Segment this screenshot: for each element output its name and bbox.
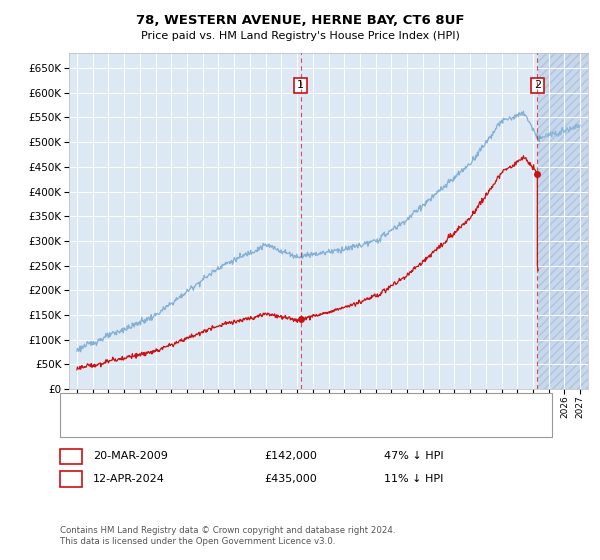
Text: £142,000: £142,000	[264, 451, 317, 461]
Text: 12-APR-2024: 12-APR-2024	[93, 474, 165, 484]
Text: 20-MAR-2009: 20-MAR-2009	[93, 451, 168, 461]
Text: Contains HM Land Registry data © Crown copyright and database right 2024.
This d: Contains HM Land Registry data © Crown c…	[60, 526, 395, 546]
Text: 2: 2	[68, 474, 74, 484]
Text: HPI: Average price, detached house, Canterbury: HPI: Average price, detached house, Cant…	[111, 419, 352, 430]
Text: 47% ↓ HPI: 47% ↓ HPI	[384, 451, 443, 461]
Bar	[538, 53, 588, 389]
Point	[296, 315, 305, 324]
Text: 11% ↓ HPI: 11% ↓ HPI	[384, 474, 443, 484]
Text: £435,000: £435,000	[264, 474, 317, 484]
Text: 2: 2	[534, 80, 541, 90]
Text: Price paid vs. HM Land Registry's House Price Index (HPI): Price paid vs. HM Land Registry's House …	[140, 31, 460, 41]
Text: 78, WESTERN AVENUE, HERNE BAY, CT6 8UF (detached house): 78, WESTERN AVENUE, HERNE BAY, CT6 8UF (…	[111, 400, 424, 410]
Point	[533, 170, 542, 179]
Text: 1: 1	[68, 451, 74, 461]
Text: 78, WESTERN AVENUE, HERNE BAY, CT6 8UF: 78, WESTERN AVENUE, HERNE BAY, CT6 8UF	[136, 14, 464, 27]
Text: 1: 1	[297, 80, 304, 90]
